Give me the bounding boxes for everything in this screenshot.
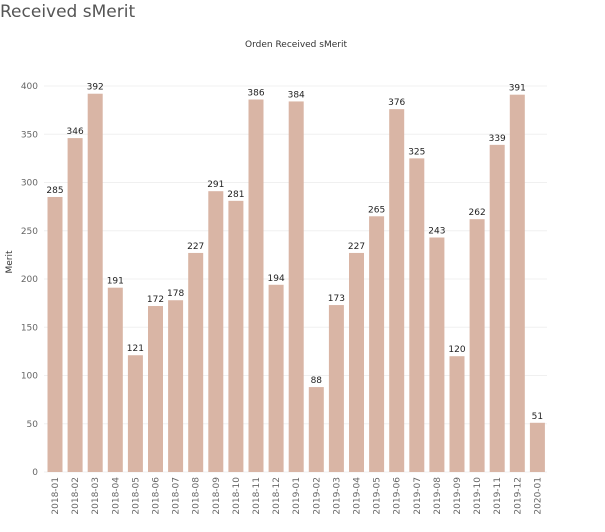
bar-value-label: 285 [46, 186, 63, 196]
x-tick-label: 2018-07 [172, 477, 182, 515]
bar [228, 200, 244, 472]
bar [429, 237, 445, 472]
page-title: Received sMerit [0, 2, 136, 22]
bar [349, 252, 364, 472]
bar-value-label: 51 [532, 412, 543, 422]
chart-title: Orden Received sMerit [245, 40, 347, 50]
x-tick-label: 2018-10 [232, 477, 242, 515]
x-tick-label: 2018-03 [91, 477, 101, 515]
x-tick-label: 2019-08 [433, 477, 443, 515]
bar [127, 355, 143, 472]
bar-value-label: 386 [247, 89, 264, 99]
bar-value-label: 339 [489, 134, 506, 144]
bar [409, 158, 425, 472]
bar [529, 422, 545, 472]
bar [47, 196, 63, 472]
y-axis-label: Merit [5, 250, 15, 274]
bar-value-label: 325 [408, 147, 425, 157]
bar-value-label: 178 [167, 289, 184, 299]
y-tick-label: 250 [21, 227, 38, 237]
bar-value-label: 227 [348, 242, 365, 252]
bar-value-label: 172 [147, 295, 164, 305]
bar-value-label: 392 [87, 83, 104, 93]
x-tick-label: 2019-01 [292, 477, 302, 515]
x-axis-ticks: 2018-01 2018-02 2018-03 2018-04 2018-05 2018-… [51, 477, 543, 515]
bar [107, 287, 123, 472]
bar [248, 99, 264, 472]
bar [288, 101, 304, 472]
bar-value-label: 88 [311, 376, 323, 386]
x-tick-label: 2019-06 [393, 477, 403, 515]
x-tick-label: 2018-12 [272, 477, 282, 515]
x-tick-label: 2018-08 [192, 477, 202, 515]
y-tick-label: 0 [32, 468, 38, 478]
bar-value-label: 121 [127, 344, 144, 354]
y-tick-label: 200 [21, 275, 38, 285]
bar-value-label: 376 [388, 98, 405, 108]
x-tick-label: 2019-09 [453, 477, 463, 515]
bar [208, 191, 224, 472]
bar [268, 284, 284, 472]
bar-value-label: 281 [227, 190, 244, 200]
bar-value-label: 262 [469, 208, 486, 218]
y-tick-label: 100 [21, 372, 38, 382]
y-axis-ticks: 0 50 100 150 200 250 300 350 400 [21, 82, 38, 478]
bar [369, 216, 385, 472]
bars [47, 93, 545, 473]
bar-value-label: 291 [207, 180, 224, 190]
y-tick-label: 400 [21, 82, 38, 92]
bar [308, 387, 324, 472]
y-tick-label: 150 [21, 323, 38, 333]
x-tick-label: 2019-12 [513, 477, 523, 515]
x-tick-label: 2018-06 [152, 477, 162, 515]
x-tick-label: 2018-11 [252, 477, 262, 515]
x-tick-label: 2019-10 [473, 477, 483, 515]
x-tick-label: 2019-05 [373, 477, 383, 515]
bar [87, 93, 103, 472]
x-tick-label: 2018-01 [51, 477, 61, 515]
x-tick-label: 2019-11 [493, 477, 503, 515]
y-tick-label: 350 [21, 130, 38, 140]
bar-value-label: 191 [107, 277, 124, 287]
bar-value-label: 227 [187, 242, 204, 252]
x-tick-label: 2020-01 [533, 477, 543, 515]
x-tick-label: 2018-02 [71, 477, 81, 515]
bar [389, 109, 405, 472]
x-tick-label: 2019-02 [312, 477, 322, 515]
bar [168, 300, 184, 472]
bar [148, 306, 163, 472]
bar [469, 219, 485, 472]
y-tick-label: 50 [27, 420, 39, 430]
x-tick-label: 2019-04 [353, 477, 363, 515]
bar-value-label: 243 [428, 227, 445, 237]
x-tick-label: 2019-07 [413, 477, 423, 515]
bar-value-label: 265 [368, 205, 385, 215]
bar-value-label: 346 [67, 127, 84, 137]
bar-value-label: 384 [288, 90, 305, 100]
y-tick-label: 300 [21, 179, 38, 189]
bar-value-label: 391 [509, 84, 526, 94]
x-tick-label: 2018-04 [111, 477, 121, 515]
bar [328, 305, 344, 472]
bar-value-label: 194 [268, 274, 285, 284]
bar-value-label: 120 [448, 345, 465, 355]
bar [449, 356, 465, 472]
x-tick-label: 2019-03 [332, 477, 342, 515]
bar [188, 252, 204, 472]
x-tick-label: 2018-09 [212, 477, 222, 515]
bar-value-label: 173 [328, 294, 345, 304]
x-tick-label: 2018-05 [131, 477, 141, 515]
bar [67, 138, 83, 473]
bar [509, 94, 525, 472]
bar [489, 144, 505, 473]
